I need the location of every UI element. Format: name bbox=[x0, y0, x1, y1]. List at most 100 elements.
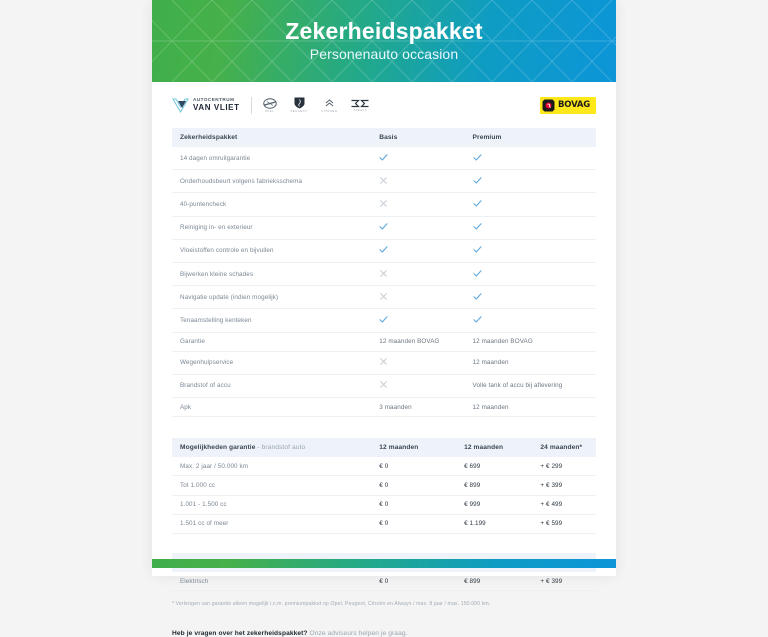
table-row: Garantie 12 maanden BOVAG 12 maanden BOVAG bbox=[172, 332, 596, 352]
fuel-warranty-table: Mogelijkheden garantie - brandstof auto … bbox=[172, 438, 596, 535]
price-col-2: € 999 bbox=[456, 495, 533, 515]
feature-label: 40-puntencheck bbox=[172, 192, 372, 217]
check-icon bbox=[379, 316, 388, 323]
feature-label: Apk bbox=[172, 397, 372, 418]
table-row: Brandstof of accu Volle tank of accu bij … bbox=[172, 374, 596, 399]
basis-value bbox=[371, 216, 465, 240]
table-row: 1.001 - 1.500 cc € 0 € 999 + € 499 bbox=[172, 495, 596, 515]
bovag-wordmark: BOVAG bbox=[558, 100, 591, 110]
premium-value: 12 maanden bbox=[464, 351, 596, 375]
col-header-fuel-3: 24 maanden* bbox=[532, 438, 596, 458]
cross-icon bbox=[380, 358, 388, 366]
table-row: Onderhoudsbeurt volgens fabrieksschema bbox=[172, 169, 596, 194]
brand-top-label: AUTOCENTRUM bbox=[193, 97, 235, 103]
fuel-title-sub: - brandstof auto bbox=[257, 444, 306, 452]
opel-icon bbox=[262, 97, 277, 109]
check-icon bbox=[472, 223, 482, 230]
header-banner: Zekerheidspakket Personenauto occasion bbox=[152, 0, 616, 82]
table-row: Elektrisch € 0 € 899 + € 399 bbox=[172, 572, 596, 592]
price-col-3: + € 499 bbox=[532, 495, 596, 515]
price-col-1: € 0 bbox=[371, 514, 457, 535]
cta-question: Heb je vragen over het zekerheidspakket? bbox=[172, 629, 308, 637]
table-row: Wegenhulpservice 12 maanden bbox=[172, 351, 596, 375]
basis-value bbox=[371, 374, 465, 399]
table-row: Tot 1.000 cc € 0 € 899 + € 399 bbox=[172, 475, 596, 496]
table-row: 1.501 cc of meer € 0 € 1.199 + € 599 bbox=[172, 514, 596, 535]
logo-divider bbox=[250, 96, 252, 114]
table-spacer-1 bbox=[172, 417, 596, 438]
check-icon bbox=[472, 246, 482, 253]
price-row-label: Max. 2 jaar / 50.000 km bbox=[172, 457, 372, 477]
make-citroen: CITROEN bbox=[321, 98, 337, 113]
make-peugeot: PEUGEOT bbox=[291, 97, 308, 113]
basis-value: 3 maanden bbox=[371, 397, 465, 418]
make-aiways: AIWAYS bbox=[351, 99, 369, 112]
table-row: 40-puntencheck bbox=[172, 192, 596, 217]
premium-value bbox=[464, 169, 596, 194]
price-col-1: € 0 bbox=[371, 572, 457, 592]
page-subtitle: Personenauto occasion bbox=[309, 46, 459, 63]
basis-value bbox=[371, 169, 465, 194]
tables-container: Zekerheidspakket Basis Premium 14 dagen … bbox=[152, 128, 616, 592]
price-col-2: € 699 bbox=[456, 457, 533, 477]
price-col-2: € 899 bbox=[456, 572, 533, 592]
car-make-logos: OPEL PEUGEOT CITROEN bbox=[262, 97, 370, 113]
fuel-warranty-rows: Max. 2 jaar / 50.000 km € 0 € 699 + € 299 To… bbox=[172, 457, 596, 535]
basis-value bbox=[371, 239, 465, 263]
triangle-pattern bbox=[152, 0, 616, 82]
package-feature-rows: 14 dagen omruilgarantie Onderhoudsbeurt v… bbox=[172, 147, 596, 418]
feature-label: Navigatie update (indien mogelijk) bbox=[172, 285, 372, 310]
check-icon bbox=[472, 200, 482, 207]
feature-label: Onderhoudsbeurt volgens fabrieksschema bbox=[172, 169, 372, 194]
premium-value bbox=[464, 192, 596, 217]
citroen-icon bbox=[325, 98, 334, 106]
premium-value bbox=[464, 285, 596, 310]
bovag-logo: BOVAG bbox=[540, 96, 596, 114]
col-header-feature: Zekerheidspakket bbox=[172, 128, 372, 147]
table-header-row: Mogelijkheden garantie - brandstof auto … bbox=[172, 438, 596, 458]
feature-label: 14 dagen omruilgarantie bbox=[172, 147, 372, 171]
price-col-1: € 0 bbox=[371, 457, 457, 477]
make-citroen-caption: CITROEN bbox=[321, 109, 338, 113]
col-header-basis: Basis bbox=[371, 128, 465, 147]
check-icon bbox=[472, 177, 482, 184]
table-row: Vloeistoffen controle en bijvullen bbox=[172, 239, 596, 263]
check-icon bbox=[379, 223, 388, 230]
basis-value bbox=[371, 147, 465, 171]
price-col-3: + € 599 bbox=[532, 514, 596, 535]
make-aiways-caption: AIWAYS bbox=[353, 108, 368, 112]
premium-value: 12 maanden bbox=[464, 397, 596, 418]
document-sheet: Zekerheidspakket Personenauto occasion A… bbox=[152, 0, 616, 637]
premium-value bbox=[464, 308, 596, 333]
table-row: Navigatie update (indien mogelijk) bbox=[172, 285, 596, 310]
footnote-text: * Verlengen van garantie alleen mogelijk… bbox=[172, 601, 491, 608]
table-row: Reiniging in- en exterieur bbox=[172, 216, 596, 240]
peugeot-icon bbox=[294, 97, 305, 109]
premium-value bbox=[464, 216, 596, 240]
check-icon bbox=[472, 153, 482, 161]
contact-cta: Heb je vragen over het zekerheidspakket?… bbox=[152, 610, 616, 637]
feature-label: Bijwerken kleine schades bbox=[172, 262, 372, 287]
check-icon bbox=[472, 292, 482, 300]
price-col-2: € 1.199 bbox=[456, 514, 533, 535]
table-header-row: Zekerheidspakket Basis Premium bbox=[172, 128, 596, 147]
price-row-label: Elektrisch bbox=[172, 572, 372, 592]
table-row: 14 dagen omruilgarantie bbox=[172, 147, 596, 171]
premium-value bbox=[464, 239, 596, 263]
col-header-premium: Premium bbox=[464, 128, 596, 147]
basis-value bbox=[371, 285, 465, 310]
col-header-fuel-1: 12 maanden bbox=[371, 438, 457, 458]
autocentrum-van-vliet-logo: AUTOCENTRUM VAN VLIET bbox=[172, 98, 240, 113]
fuel-title-main: Mogelijkheden garantie bbox=[180, 444, 256, 452]
premium-value: Volle tank of accu bij aflevering bbox=[464, 374, 596, 399]
cross-icon bbox=[380, 292, 388, 300]
logo-strip: AUTOCENTRUM VAN VLIET OPEL PEUGEOT bbox=[152, 82, 616, 128]
table-spacer-2 bbox=[172, 534, 596, 553]
cross-icon bbox=[380, 176, 388, 184]
price-col-3: + € 399 bbox=[532, 475, 596, 496]
price-row-label: Tot 1.000 cc bbox=[172, 475, 372, 496]
check-icon bbox=[379, 246, 388, 253]
brand-bottom-label: VAN VLIET bbox=[193, 102, 240, 112]
package-feature-table: Zekerheidspakket Basis Premium 14 dagen … bbox=[172, 128, 596, 418]
basis-value bbox=[371, 262, 465, 287]
